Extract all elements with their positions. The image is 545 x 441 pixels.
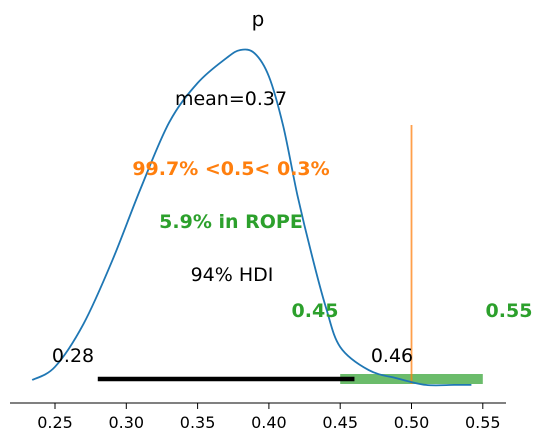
- plot-area: [31, 48, 483, 387]
- x-tick-label: 0.40: [251, 413, 287, 432]
- hdi-label: 94% HDI: [191, 264, 274, 286]
- rope-label: 5.9% in ROPE: [159, 211, 303, 233]
- x-tick-label: 0.25: [37, 413, 73, 432]
- density-curve: [31, 48, 472, 387]
- x-tick-label: 0.35: [180, 413, 216, 432]
- hdi-high-label: 0.46: [371, 345, 413, 367]
- mean-label: mean=0.37: [175, 88, 287, 110]
- hdi-low-label: 0.28: [52, 345, 94, 367]
- x-tick-label: 0.55: [465, 413, 501, 432]
- rope-high-label: 0.55: [486, 300, 533, 322]
- x-tick-label: 0.50: [394, 413, 430, 432]
- x-tick-label: 0.30: [108, 413, 144, 432]
- rope-low-label: 0.45: [292, 300, 339, 322]
- reference-label: 99.7% <0.5< 0.3%: [132, 158, 329, 180]
- x-axis-ticks: 0.25 0.30 0.35 0.40 0.45 0.50 0.55: [37, 403, 501, 432]
- chart-title: p: [252, 7, 265, 31]
- x-tick-label: 0.45: [322, 413, 358, 432]
